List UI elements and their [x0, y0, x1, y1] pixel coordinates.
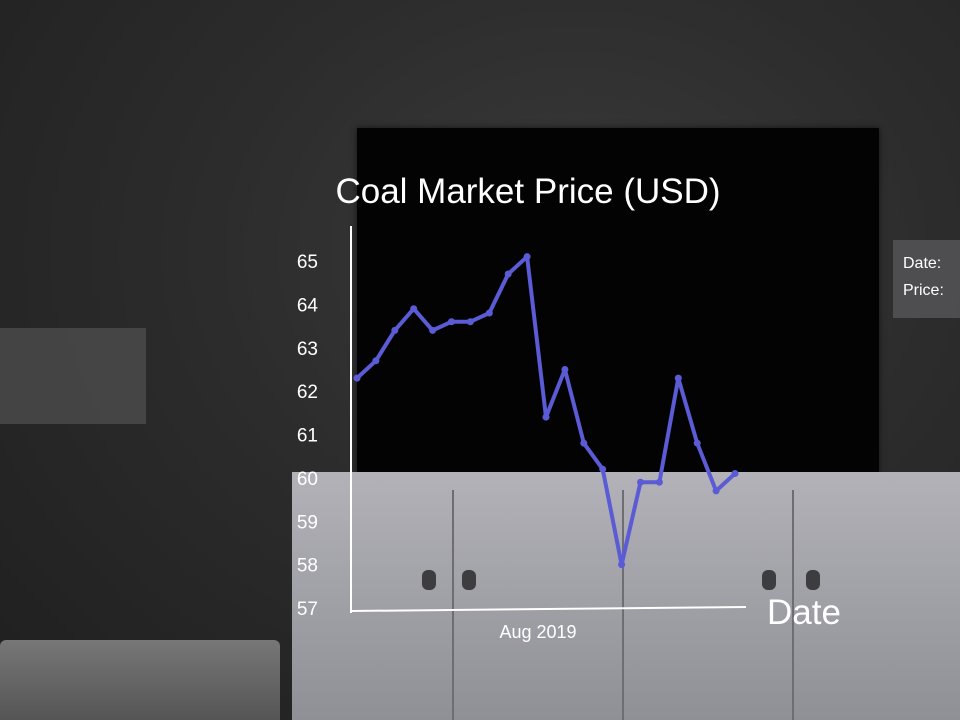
x-tick-label: Aug 2019	[499, 622, 576, 642]
y-tick-label: 57	[297, 599, 318, 620]
y-tick-label: 59	[297, 512, 318, 533]
x-axis-line	[350, 606, 747, 612]
cabinet-knob	[806, 570, 820, 590]
data-point[interactable]	[693, 439, 701, 447]
hover-tooltip: Date: Price:	[893, 240, 960, 318]
y-tick-label: 58	[297, 556, 318, 577]
cabinet	[292, 472, 960, 720]
tv-screen	[357, 128, 879, 484]
data-point[interactable]	[561, 365, 569, 373]
data-point[interactable]	[485, 309, 493, 317]
tooltip-price-label: Price:	[903, 282, 944, 299]
data-point[interactable]	[542, 413, 550, 421]
data-point[interactable]	[637, 478, 644, 486]
data-point[interactable]	[448, 318, 455, 326]
tooltip-date-label: Date:	[903, 255, 942, 272]
cabinet-door-divider	[452, 490, 454, 720]
data-point[interactable]	[410, 305, 418, 313]
cabinet-door-divider	[792, 490, 794, 720]
y-tick-label: 60	[297, 469, 318, 490]
cabinet-knob	[762, 570, 776, 590]
data-point[interactable]	[731, 470, 739, 478]
data-point[interactable]	[674, 374, 682, 382]
data-point[interactable]	[466, 318, 474, 326]
cabinet-knob	[462, 570, 476, 590]
y-tick-label: 62	[297, 382, 318, 403]
data-point[interactable]	[353, 374, 361, 382]
data-point[interactable]	[599, 465, 607, 473]
y-tick-label: 65	[297, 252, 318, 273]
data-point[interactable]	[504, 270, 512, 278]
x-axis-label: Date	[767, 593, 841, 632]
series-line	[355, 254, 737, 567]
y-tick-labels: 57 58 59 60 61 62 63 64 65	[297, 252, 319, 620]
foreground-furniture	[0, 640, 280, 720]
y-tick-label: 63	[297, 339, 318, 360]
y-tick-label: 64	[297, 295, 319, 316]
cabinet-door-divider	[622, 490, 624, 720]
data-point[interactable]	[391, 326, 399, 334]
chart-title: Coal Market Price (USD)	[335, 172, 720, 211]
wall-panel	[0, 328, 146, 424]
data-point[interactable]	[618, 561, 626, 569]
data-point[interactable]	[655, 478, 663, 486]
data-point[interactable]	[429, 326, 437, 334]
data-point[interactable]	[523, 253, 531, 261]
data-point[interactable]	[580, 439, 588, 447]
data-point[interactable]	[712, 487, 720, 495]
data-point[interactable]	[372, 357, 380, 365]
series-group	[353, 253, 739, 569]
y-tick-label: 61	[297, 426, 318, 447]
cabinet-knob	[422, 570, 436, 590]
